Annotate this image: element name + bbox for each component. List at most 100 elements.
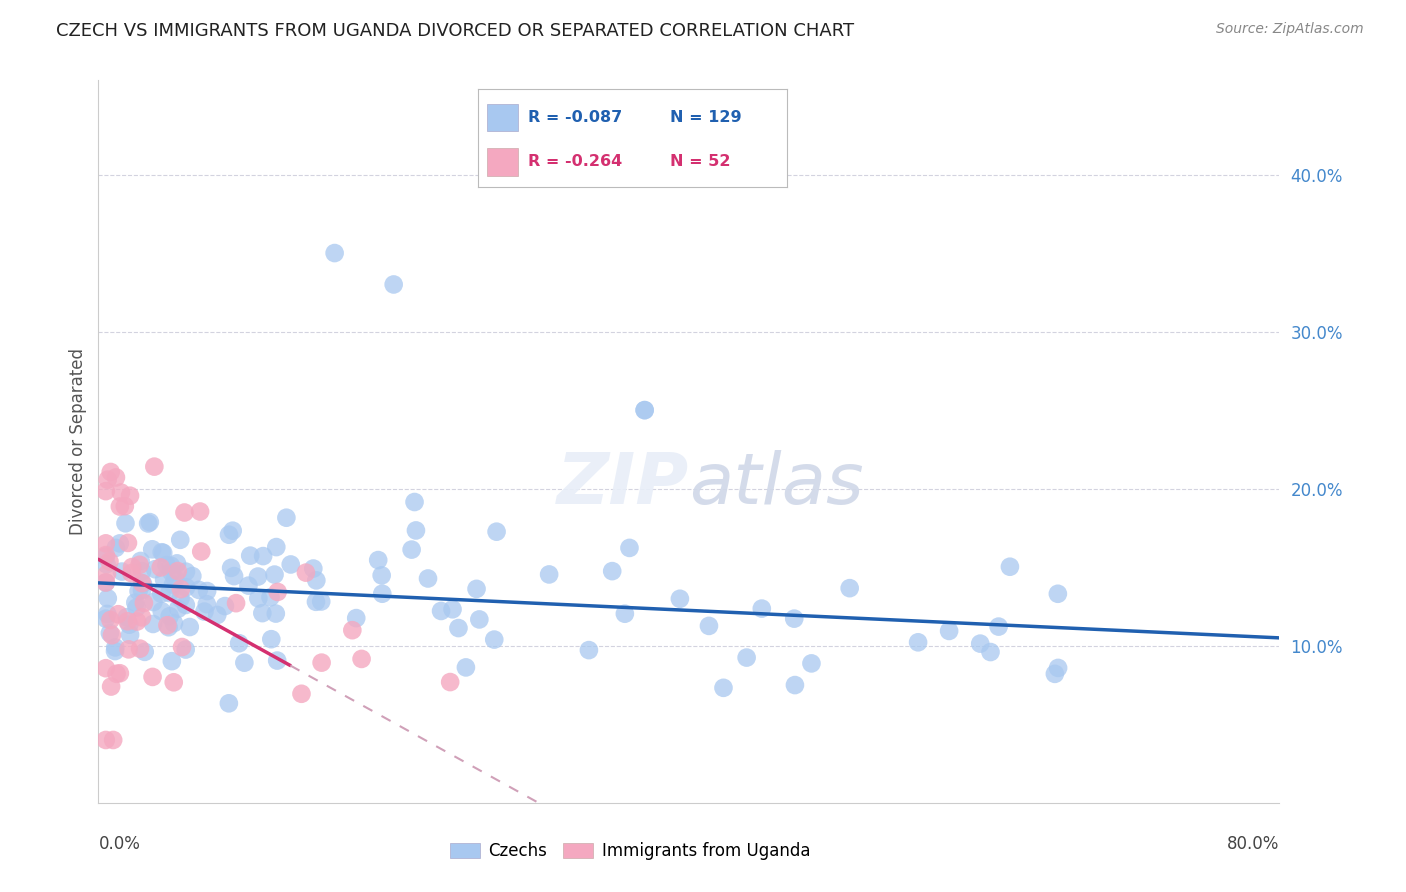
- Text: ZIP: ZIP: [557, 450, 689, 519]
- Point: [150, 545, 173, 559]
- Point: [465, 582, 488, 596]
- Point: [783, 678, 806, 692]
- Point: [174, 642, 197, 657]
- Point: [207, 607, 229, 622]
- Point: [290, 687, 312, 701]
- Point: [97, 473, 120, 487]
- Point: [142, 617, 165, 632]
- Point: [838, 581, 860, 595]
- Point: [266, 585, 288, 599]
- Point: [218, 527, 240, 541]
- Point: [222, 524, 245, 538]
- Point: [131, 610, 153, 624]
- Point: [117, 536, 139, 550]
- Point: [280, 558, 302, 572]
- Point: [441, 602, 464, 616]
- Point: [120, 566, 142, 580]
- Point: [157, 620, 180, 634]
- Point: [634, 403, 657, 417]
- Point: [264, 607, 287, 621]
- Point: [141, 542, 163, 557]
- Point: [367, 553, 389, 567]
- Point: [118, 617, 141, 632]
- Point: [163, 675, 186, 690]
- Point: [166, 557, 188, 571]
- Point: [96, 607, 118, 621]
- Point: [129, 641, 152, 656]
- Point: [193, 605, 215, 619]
- Point: [169, 533, 191, 547]
- Point: [98, 555, 121, 569]
- Point: [669, 591, 692, 606]
- Point: [309, 594, 332, 608]
- Point: [187, 582, 209, 597]
- Point: [94, 536, 117, 550]
- Point: [969, 637, 991, 651]
- Point: [139, 515, 162, 529]
- Text: N = 52: N = 52: [669, 153, 730, 169]
- Point: [613, 607, 636, 621]
- Point: [751, 601, 773, 615]
- Point: [125, 600, 148, 615]
- Point: [350, 652, 373, 666]
- Point: [260, 632, 283, 647]
- Point: [134, 645, 156, 659]
- Point: [131, 576, 153, 591]
- Point: [344, 611, 367, 625]
- Point: [98, 626, 121, 640]
- Point: [132, 576, 155, 591]
- Point: [170, 640, 193, 654]
- Point: [252, 549, 274, 563]
- Point: [156, 618, 179, 632]
- Point: [94, 549, 117, 564]
- Point: [108, 536, 131, 550]
- Point: [979, 645, 1001, 659]
- Point: [173, 506, 195, 520]
- Point: [155, 558, 177, 572]
- Point: [121, 560, 143, 574]
- Point: [188, 504, 211, 518]
- Bar: [488, 103, 519, 131]
- Point: [143, 459, 166, 474]
- Point: [228, 636, 250, 650]
- Point: [439, 675, 461, 690]
- Point: [1043, 666, 1066, 681]
- Bar: [488, 148, 519, 176]
- Text: R = -0.264: R = -0.264: [527, 153, 621, 169]
- Point: [454, 660, 477, 674]
- Point: [247, 569, 270, 583]
- Point: [697, 619, 720, 633]
- Point: [169, 591, 191, 606]
- Point: [118, 489, 141, 503]
- Point: [371, 587, 394, 601]
- Point: [150, 587, 173, 601]
- Point: [96, 566, 118, 581]
- Point: [114, 516, 136, 531]
- Point: [96, 557, 118, 571]
- Text: 80.0%: 80.0%: [1227, 835, 1279, 854]
- Point: [125, 615, 148, 629]
- Point: [163, 616, 186, 631]
- Point: [538, 567, 561, 582]
- Point: [94, 575, 117, 590]
- Point: [111, 565, 134, 579]
- Text: Source: ZipAtlas.com: Source: ZipAtlas.com: [1216, 22, 1364, 37]
- Point: [938, 624, 960, 638]
- Point: [239, 549, 262, 563]
- Legend: Czechs, Immigrants from Uganda: Czechs, Immigrants from Uganda: [443, 836, 817, 867]
- Point: [104, 470, 127, 484]
- Point: [266, 540, 288, 554]
- Point: [252, 606, 274, 620]
- Point: [165, 572, 187, 586]
- Point: [94, 612, 117, 626]
- Point: [1047, 661, 1070, 675]
- Point: [149, 560, 172, 574]
- Point: [619, 541, 641, 555]
- Point: [167, 601, 190, 615]
- Point: [998, 559, 1021, 574]
- Point: [160, 565, 183, 579]
- Point: [382, 277, 405, 292]
- Point: [152, 546, 174, 560]
- Point: [104, 640, 127, 655]
- Point: [162, 577, 184, 591]
